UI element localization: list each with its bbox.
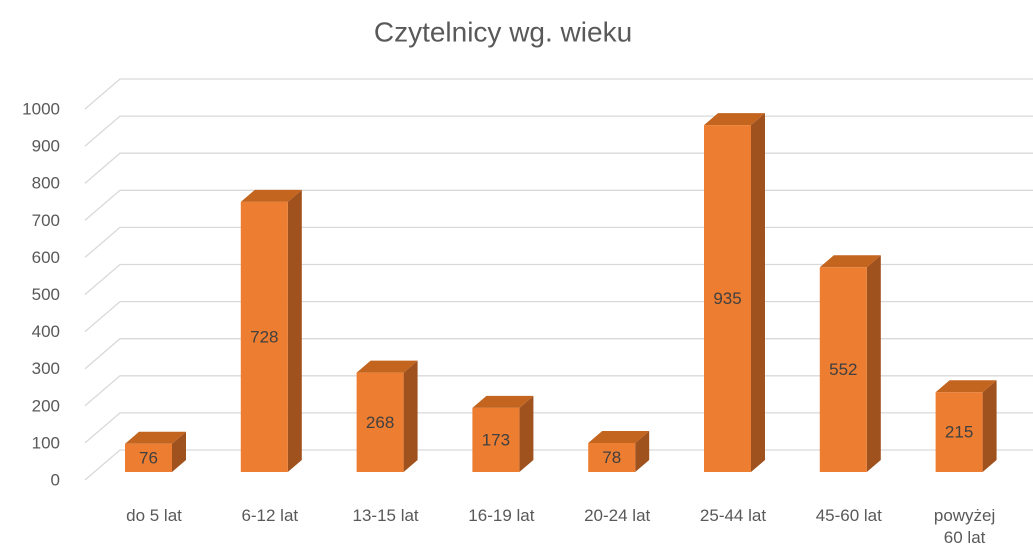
y-tick-label: 700: [32, 211, 60, 230]
value-label: 215: [945, 423, 973, 442]
bar-side: [866, 255, 881, 472]
bar-front: [240, 201, 288, 473]
chart-title: Czytelnicy wg. wieku: [374, 16, 632, 47]
value-label: 728: [250, 327, 278, 346]
bar: [704, 113, 765, 473]
bar: [240, 189, 302, 473]
bar-top: [819, 255, 881, 268]
grid-line: [84, 375, 1033, 407]
x-tick-label: 13-15 lat: [352, 506, 419, 525]
bar-side: [982, 380, 997, 472]
bar-top: [356, 360, 418, 373]
x-tick-label: 25-44 lat: [699, 506, 767, 525]
value-label: 173: [482, 430, 510, 449]
y-tick-label: 300: [32, 359, 60, 378]
bar-front: [935, 392, 983, 472]
grid-line: [84, 78, 1033, 110]
y-tick-label: 800: [32, 174, 60, 193]
bar-front: [704, 125, 751, 473]
bar-top: [240, 189, 302, 202]
value-label: 552: [829, 360, 857, 379]
y-tick-label: 200: [32, 396, 60, 415]
x-tick-label: 20-24 lat: [584, 506, 651, 525]
value-label: 76: [139, 448, 158, 467]
bar: [356, 360, 418, 472]
x-tick-label: 6-12 lat: [241, 506, 299, 525]
bar-front: [819, 267, 867, 472]
grid-line: [84, 226, 1033, 258]
bar-top: [704, 113, 765, 126]
x-tick-label: powyżej 60 lat: [933, 506, 996, 547]
x-tick-label: 45-60 lat: [815, 506, 882, 525]
bar-side: [172, 431, 186, 472]
bar-top: [125, 431, 186, 444]
y-tick-label: 1000: [22, 99, 60, 118]
grid-line: [84, 152, 1033, 184]
grid-line: [84, 115, 1033, 147]
grid-line: [84, 263, 1033, 295]
bar-side: [519, 395, 534, 472]
bar-top: [588, 431, 650, 444]
bar-side: [635, 431, 650, 472]
grid-line: [84, 449, 1033, 481]
grid-line: [84, 338, 1033, 370]
x-tick-label: 16-19 lat: [468, 506, 535, 525]
y-tick-label: 400: [32, 322, 60, 341]
bar-top: [472, 395, 534, 408]
bar: [472, 395, 534, 472]
bar-side: [403, 360, 418, 472]
x-tick-label: do 5 lat: [126, 506, 182, 525]
bar-front: [356, 372, 404, 472]
bar-front: [125, 443, 172, 472]
y-tick-label: 900: [32, 137, 60, 156]
bar-front: [472, 407, 520, 472]
y-tick-label: 500: [32, 285, 60, 304]
bar-side: [751, 113, 765, 473]
grid-line: [84, 412, 1033, 444]
grid-line: [84, 300, 1033, 333]
value-label: 268: [366, 413, 394, 432]
y-tick-label: 100: [32, 433, 60, 452]
bar: [819, 255, 881, 472]
y-tick-label: 600: [32, 248, 60, 267]
bar: [125, 431, 186, 472]
value-label: 935: [713, 289, 741, 308]
value-label: 78: [602, 448, 621, 467]
y-tick-label: 0: [51, 470, 60, 489]
bar-side: [287, 189, 302, 473]
bar-front: [588, 443, 636, 472]
bar-top: [935, 380, 997, 393]
bar: [935, 380, 997, 472]
grid-line: [84, 189, 1033, 221]
bar: [588, 431, 650, 472]
